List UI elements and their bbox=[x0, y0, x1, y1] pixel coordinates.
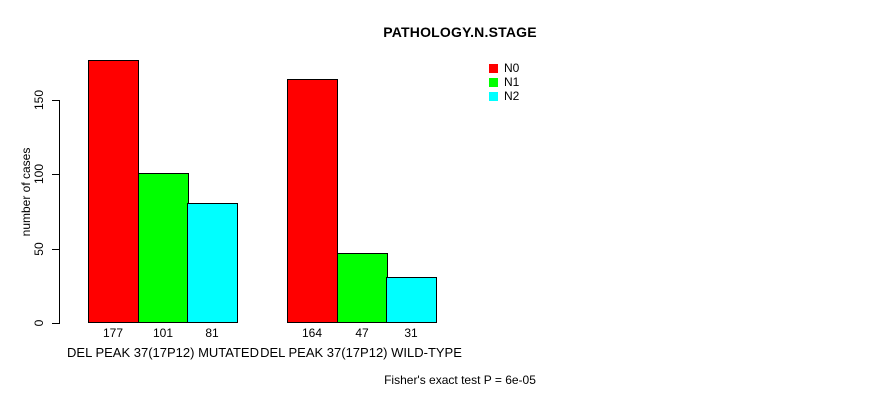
bar-value-n0-group2: 164 bbox=[301, 326, 323, 340]
legend-swatch-n0 bbox=[489, 64, 498, 73]
legend-swatch-n2 bbox=[489, 92, 498, 101]
bar-value-n0-group1: 177 bbox=[102, 326, 124, 340]
bar-value-n2-group1: 81 bbox=[205, 326, 219, 340]
legend-row-n2: N2 bbox=[489, 89, 520, 103]
legend-row-n0: N0 bbox=[489, 61, 520, 75]
y-tick-label: 150 bbox=[32, 89, 46, 111]
legend-swatch-n1 bbox=[489, 78, 498, 87]
legend-label-n0: N0 bbox=[504, 61, 520, 75]
y-tick-label: 0 bbox=[32, 319, 46, 327]
y-axis-line bbox=[59, 100, 60, 324]
legend-label-n2: N2 bbox=[504, 89, 520, 103]
y-tick-mark bbox=[52, 100, 59, 101]
bar-n0-group2 bbox=[287, 79, 338, 323]
bar-n2-group2 bbox=[386, 277, 437, 323]
bar-n0-group1 bbox=[88, 60, 139, 323]
bar-n1-group2 bbox=[337, 253, 388, 323]
legend: N0 N1 N2 bbox=[489, 61, 520, 106]
y-tick-mark bbox=[52, 249, 59, 250]
legend-label-n1: N1 bbox=[504, 75, 520, 89]
y-tick-label: 50 bbox=[32, 242, 46, 256]
bar-n2-group1 bbox=[187, 203, 238, 323]
legend-row-n1: N1 bbox=[489, 75, 520, 89]
y-tick-mark bbox=[52, 174, 59, 175]
footnote-pvalue: Fisher's exact test P = 6e-05 bbox=[384, 373, 536, 387]
category-label-group1: DEL PEAK 37(17P12) MUTATED bbox=[67, 345, 259, 360]
bar-value-n1-group1: 101 bbox=[152, 326, 174, 340]
chart-title: PATHOLOGY.N.STAGE bbox=[383, 24, 537, 40]
bar-value-n1-group2: 47 bbox=[355, 326, 369, 340]
y-tick-mark bbox=[52, 323, 59, 324]
bar-value-n2-group2: 31 bbox=[404, 326, 418, 340]
bar-n1-group1 bbox=[138, 173, 189, 323]
category-label-group2: DEL PEAK 37(17P12) WILD-TYPE bbox=[260, 345, 462, 360]
y-tick-label: 100 bbox=[32, 163, 46, 185]
